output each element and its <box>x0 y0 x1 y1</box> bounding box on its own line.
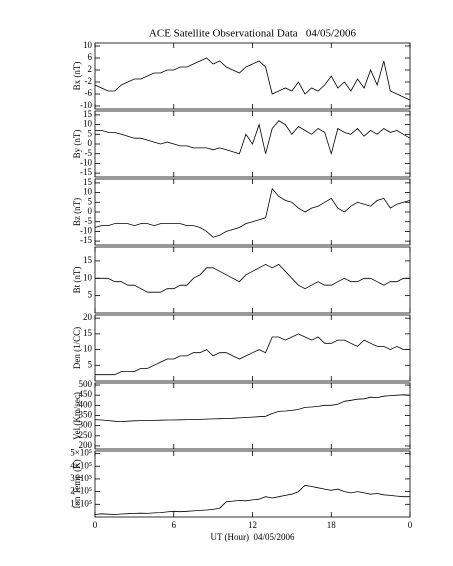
data-line <box>94 187 411 238</box>
data-line <box>94 484 410 515</box>
y-axis-label: Vel (Km/sec) <box>72 392 82 440</box>
y-tick-label: 3×10⁵ <box>70 473 92 483</box>
y-tick-label: 5×10⁵ <box>70 448 92 458</box>
y-tick-label: 10 <box>83 119 93 129</box>
y-tick-label: -10 <box>80 157 92 167</box>
data-line <box>94 57 411 101</box>
y-tick-label: 15 <box>83 255 93 265</box>
y-tick-label: 10 <box>83 187 93 197</box>
y-tick-label: 10 <box>83 272 93 282</box>
y-axis-label: Bz (nT) <box>72 198 82 226</box>
y-tick-label: 10 <box>83 40 93 50</box>
y-tick-label: 250 <box>79 430 93 440</box>
y-axis-label: By (nT) <box>72 130 82 159</box>
y-tick-label: 5 <box>88 196 93 206</box>
y-tick-label: -6 <box>85 88 93 98</box>
data-line <box>94 394 411 423</box>
x-tick-label: 0 <box>93 520 98 530</box>
y-tick-label: 400 <box>79 399 93 409</box>
y-tick-label: 0 <box>88 206 93 216</box>
y-tick-label: 450 <box>79 389 93 399</box>
y-axis-label: Bx (nT) <box>72 62 82 91</box>
y-tick-label: 5 <box>88 359 93 369</box>
y-tick-label: 20 <box>83 312 93 322</box>
y-tick-label: 15 <box>83 177 93 187</box>
y-axis-label: Bt (nT) <box>72 267 82 294</box>
y-tick-label: -15 <box>80 235 92 245</box>
y-axis-label: Ion Temp (K) <box>72 459 82 508</box>
x-tick-label: 18 <box>327 520 337 530</box>
chart-title: ACE Satellite Observational Data 04/05/2… <box>149 28 357 40</box>
y-tick-label: 6 <box>88 52 93 62</box>
x-axis-label: UT (Hour) 04/05/2006 <box>210 532 295 542</box>
y-tick-label: 10 <box>83 344 93 354</box>
y-tick-label: 15 <box>83 328 93 338</box>
y-tick-label: -10 <box>80 100 92 110</box>
panel-frame <box>94 42 411 110</box>
y-tick-label: 15 <box>83 109 93 119</box>
panel-frame <box>94 178 411 246</box>
x-tick-label: 12 <box>248 520 257 530</box>
y-tick-label: 2×10⁵ <box>70 486 92 496</box>
panel-frame <box>94 246 411 314</box>
y-tick-label: 4×10⁵ <box>70 460 92 470</box>
y-tick-label: 5 <box>88 128 93 138</box>
x-tick-label: 0 <box>408 520 413 530</box>
y-tick-label: -5 <box>85 216 93 226</box>
panel-frame <box>94 382 411 450</box>
y-tick-label: 500 <box>79 379 93 389</box>
y-tick-label: -10 <box>80 225 92 235</box>
panel-frame <box>94 450 411 518</box>
y-axis-label: Den (1/CC) <box>72 327 82 369</box>
x-tick-label: 6 <box>172 520 177 530</box>
y-tick-label: 5 <box>88 290 93 300</box>
y-tick-label: 200 <box>79 440 93 450</box>
y-tick-label: 300 <box>79 420 93 430</box>
data-line <box>95 120 411 156</box>
y-tick-label: 350 <box>79 410 93 420</box>
data-line <box>95 333 410 376</box>
y-tick-label: 1×10⁵ <box>70 498 92 508</box>
data-line <box>95 263 410 293</box>
y-tick-label: -5 <box>85 148 93 158</box>
y-tick-label: -15 <box>80 167 92 177</box>
y-tick-label: -2 <box>85 76 93 86</box>
y-tick-label: 0 <box>88 138 93 148</box>
panel-frame <box>94 314 411 382</box>
y-tick-label: 2 <box>88 64 93 74</box>
